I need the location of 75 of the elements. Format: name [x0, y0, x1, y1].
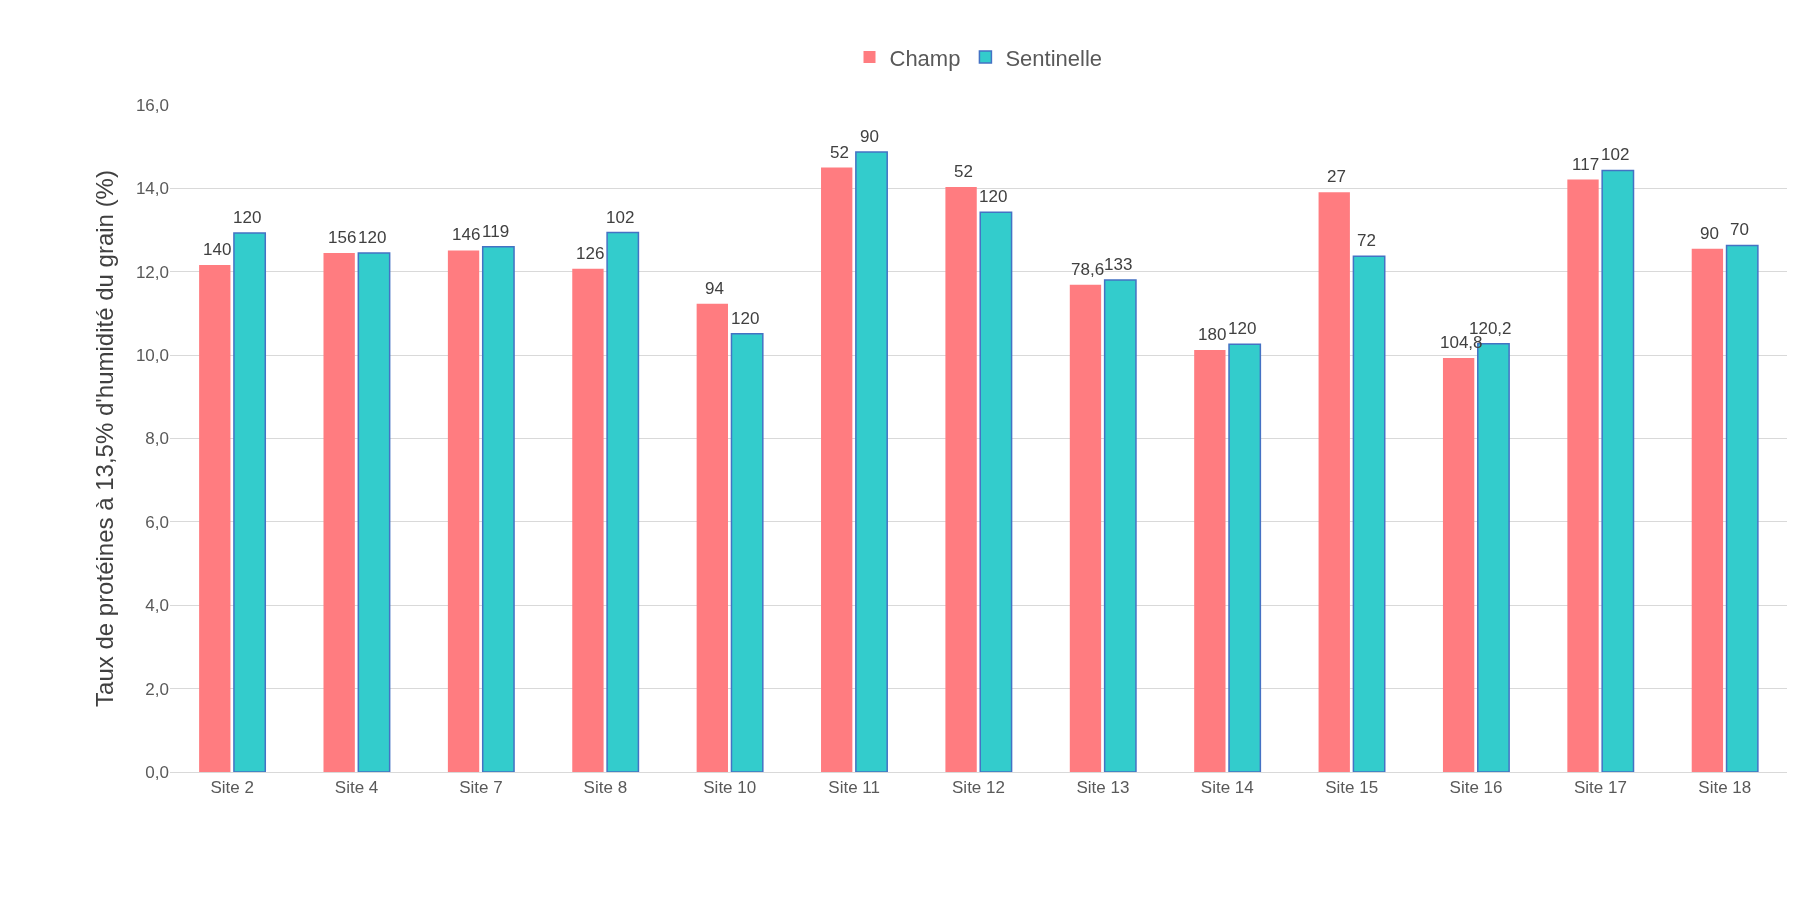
- annotation: 52: [830, 143, 849, 162]
- y-tick-label: 4,0: [145, 596, 169, 616]
- bar: [1567, 179, 1599, 772]
- bar: [945, 187, 977, 772]
- annotation: 120: [731, 309, 760, 328]
- bar: [572, 268, 604, 772]
- annotation: 90: [1700, 224, 1719, 243]
- y-tick-label: 14,0: [135, 179, 169, 199]
- bar: [855, 151, 888, 772]
- annotation: 102: [606, 208, 635, 227]
- bar: [730, 333, 764, 772]
- x-tick-label: Site 16: [1449, 778, 1503, 798]
- annotation: 27: [1327, 167, 1346, 186]
- y-tick-label: 2,0: [145, 679, 169, 699]
- y-tick-label: 10,0: [135, 346, 169, 366]
- bar: [1318, 192, 1350, 772]
- x-tick-label: Site 11: [828, 778, 880, 798]
- annotation: 52: [954, 162, 973, 181]
- bar: [1725, 244, 1759, 772]
- annotation: 102: [1601, 145, 1630, 164]
- bar: [979, 211, 1013, 772]
- annotation: 133: [1104, 255, 1133, 274]
- x-tick-label: Site 10: [703, 778, 757, 798]
- annotation: 119: [482, 222, 510, 241]
- annotation: 126: [576, 244, 605, 263]
- annotation: 70: [1730, 220, 1749, 239]
- annotation: 120: [358, 228, 387, 247]
- bar: [1069, 284, 1102, 772]
- x-tick-label: Site 2: [210, 778, 254, 798]
- bar: [357, 252, 391, 772]
- annotation: 156: [328, 228, 357, 247]
- annotation: 90: [860, 127, 879, 146]
- bar: [447, 250, 480, 772]
- y-tick-label: 8,0: [145, 429, 169, 449]
- x-tick-label: Site 8: [583, 778, 628, 798]
- bar: [199, 265, 231, 772]
- annotation: 78,6: [1071, 260, 1105, 279]
- x-tick-label: Site 12: [952, 778, 1005, 798]
- y-tick-label: 0,0: [145, 762, 169, 782]
- x-tick-label: Site 14: [1200, 778, 1254, 798]
- legend-label: Sentinelle: [1005, 45, 1103, 71]
- y-tick-label: 16,0: [135, 95, 169, 115]
- annotation: 146: [452, 225, 481, 244]
- annotation: 104,8: [1440, 333, 1483, 352]
- bar: [696, 303, 728, 772]
- x-tick-label: Site 7: [459, 778, 503, 798]
- y-axis-title: Taux de protéines à 13,5% d'humidité du grain (%): [91, 170, 119, 707]
- bar: [1691, 248, 1724, 772]
- bar: [606, 231, 640, 772]
- bar: [1103, 279, 1137, 772]
- annotation: 120: [233, 208, 262, 227]
- y-tick-label: 12,0: [135, 262, 169, 282]
- bar: [1352, 255, 1386, 772]
- annotation: 94: [705, 279, 724, 298]
- annotation: 120: [1228, 319, 1257, 338]
- bar: [233, 232, 267, 772]
- bar: [323, 252, 355, 772]
- bar: [481, 245, 515, 772]
- annotation: 120: [979, 187, 1008, 206]
- x-tick-label: Site 18: [1698, 778, 1752, 798]
- bar: [821, 167, 853, 772]
- bar: [1601, 169, 1635, 772]
- x-tick-label: Site 17: [1573, 778, 1627, 798]
- legend-label: Champ: [889, 45, 961, 71]
- y-tick-label: 6,0: [145, 512, 169, 532]
- annotation: 180: [1198, 325, 1227, 344]
- x-tick-label: Site 4: [334, 778, 379, 798]
- bar: [1442, 358, 1475, 772]
- x-tick-label: Site 15: [1325, 778, 1379, 798]
- annotation: 117: [1572, 155, 1600, 174]
- x-tick-label: Site 13: [1076, 778, 1130, 798]
- annotation: 72: [1357, 231, 1376, 250]
- annotation: 140: [203, 240, 232, 259]
- bar: [1228, 343, 1262, 772]
- bar: [1194, 350, 1226, 772]
